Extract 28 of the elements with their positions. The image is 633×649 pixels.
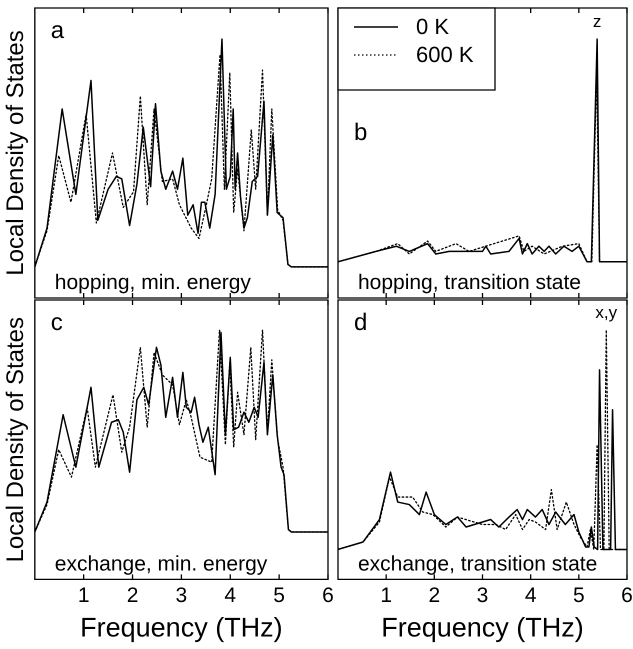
legend-label: 0 K xyxy=(416,14,450,39)
annotation: x,y xyxy=(595,302,618,322)
y-axis-title: Local Density of States xyxy=(2,30,30,276)
x-axis-title: Frequency (THz) xyxy=(381,612,584,642)
x-tick-label: 5 xyxy=(273,584,285,607)
x-tick-label: 4 xyxy=(224,584,236,607)
x-tick-label: 5 xyxy=(572,584,585,607)
x-tick-label: 1 xyxy=(380,584,392,607)
x-axis-title: Frequency (THz) xyxy=(80,612,283,642)
x-tick-label: 3 xyxy=(176,584,188,607)
legend-label: 600 K xyxy=(416,42,474,67)
chart-title: a xyxy=(50,17,65,44)
annotation: z xyxy=(592,12,602,32)
x-tick-label: 4 xyxy=(524,584,537,607)
chart-title: d xyxy=(354,309,368,336)
text: b xyxy=(354,119,368,146)
x-tick-label: 3 xyxy=(476,584,488,607)
x-tick-label: 6 xyxy=(322,584,334,607)
x-tick-label: 2 xyxy=(126,584,138,607)
annotation: hopping, transition state xyxy=(358,271,581,294)
chart-title: c xyxy=(50,309,63,336)
y-axis-title: Local Density of States xyxy=(2,316,30,562)
annotation: hopping, min. energy xyxy=(54,271,252,294)
x-tick-label: 2 xyxy=(428,584,440,607)
annotation: exchange, transition state xyxy=(358,552,598,576)
annotation: exchange, min. energy xyxy=(54,552,268,576)
x-tick-label: 6 xyxy=(621,584,633,607)
x-tick-label: 1 xyxy=(78,584,90,607)
